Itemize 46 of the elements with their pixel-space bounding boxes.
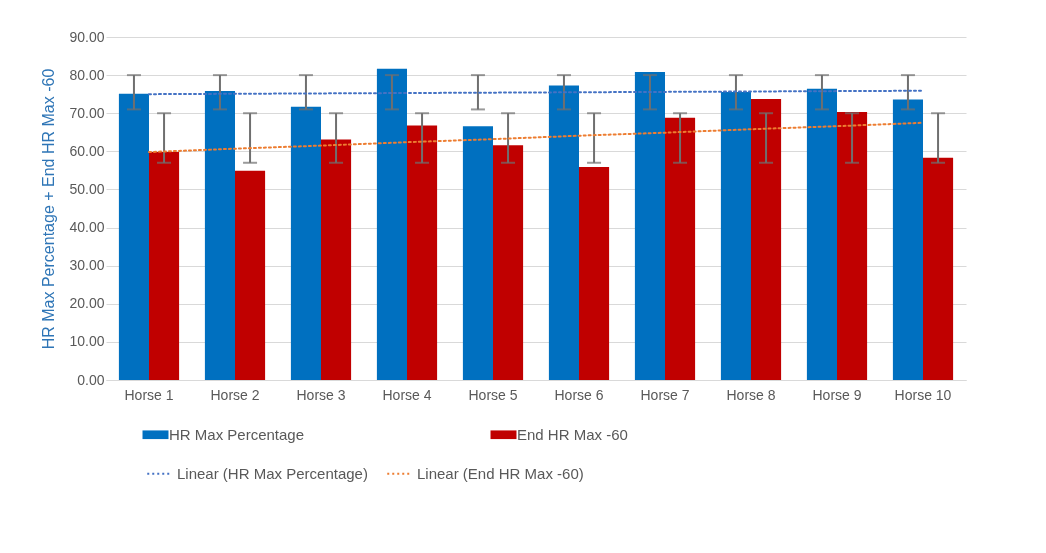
bar (462, 126, 493, 380)
y-tick-label: 60.00 (69, 142, 105, 159)
x-tick-label: Horse 10 (894, 386, 952, 403)
bar (290, 106, 321, 380)
bar (118, 93, 149, 380)
bar (204, 91, 235, 380)
bar (751, 99, 782, 380)
bar (720, 91, 751, 380)
bar (634, 72, 665, 380)
y-tick-label: 80.00 (69, 66, 105, 83)
y-tick-label: 0.00 (77, 371, 105, 388)
x-tick-label: Horse 6 (554, 386, 604, 403)
bar (321, 139, 352, 380)
y-tick-label: 90.00 (69, 28, 105, 45)
x-tick-label: Horse 5 (468, 386, 518, 403)
y-tick-label: 50.00 (69, 180, 105, 197)
y-tick-label: 40.00 (69, 219, 105, 236)
legend-label: Linear (End HR Max -60) (417, 464, 584, 482)
bar (892, 99, 923, 380)
x-tick-label: Horse 7 (640, 386, 690, 403)
x-tick-label: Horse 8 (726, 386, 776, 403)
y-tick-label: 10.00 (69, 333, 105, 350)
bar (376, 68, 407, 380)
bar (579, 166, 610, 380)
bar (407, 125, 438, 380)
bar (493, 145, 524, 380)
y-axis-title: HR Max Percentage + End HR Max -60 (40, 68, 58, 350)
x-tick-label: Horse 9 (812, 386, 862, 403)
y-tick-label: 70.00 (69, 104, 105, 121)
x-tick-label: Horse 1 (124, 386, 174, 403)
y-tick-label: 30.00 (69, 257, 105, 274)
x-tick-label: Horse 4 (382, 386, 432, 403)
legend-label: Linear (HR Max Percentage) (177, 464, 368, 482)
bar (837, 112, 868, 380)
bar (548, 85, 579, 380)
y-tick-label: 20.00 (69, 295, 105, 312)
legend-label: End HR Max -60 (517, 425, 628, 443)
bar (923, 157, 954, 380)
x-tick-label: Horse 2 (210, 386, 260, 403)
x-tick-label: Horse 3 (296, 386, 346, 403)
bar (235, 170, 266, 380)
bar (806, 88, 837, 380)
bar (665, 117, 696, 380)
legend-label: HR Max Percentage (169, 425, 305, 443)
line-series (148, 121, 924, 154)
bar (149, 152, 180, 380)
